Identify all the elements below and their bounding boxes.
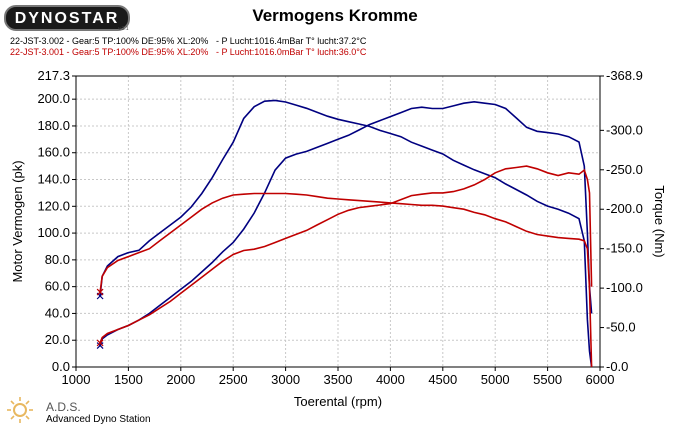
- y2-tick-label: -200.0: [606, 201, 643, 216]
- x-tick-label: 4000: [376, 372, 405, 387]
- x-tick-label: 5500: [533, 372, 562, 387]
- y2-tick-label: -0.0: [606, 359, 628, 374]
- run2-torque-line: [99, 192, 593, 368]
- y-tick-label: 180.0: [37, 118, 70, 133]
- ads-logo-icon: [7, 397, 33, 423]
- y-tick-label: 140.0: [37, 172, 70, 187]
- ads-title: A.D.S.: [46, 400, 81, 414]
- dynostar-logo: DYNOSTAR: [4, 5, 130, 31]
- y-tick-label: 217.3: [37, 68, 70, 83]
- y2-tick-label: -300.0: [606, 122, 643, 137]
- y-tick-label: 40.0: [45, 305, 70, 320]
- run-info-2: 22-JST-3.001 - Gear:5 TP:100% DE:95% XL:…: [10, 47, 367, 57]
- y-tick-label: 100.0: [37, 225, 70, 240]
- y2-tick-label: -50.0: [606, 320, 636, 335]
- x-tick-label: 6000: [586, 372, 615, 387]
- y-tick-label: 0.0: [52, 359, 70, 374]
- ads-subtitle: Advanced Dyno Station: [46, 414, 151, 425]
- y2-tick-label: -368.9: [606, 68, 643, 83]
- x-tick-label: 3000: [271, 372, 300, 387]
- x-tick-label: 5000: [481, 372, 510, 387]
- run1-torque-line: [99, 99, 593, 368]
- y-tick-label: 160.0: [37, 145, 70, 160]
- x-axis-label: Toerental (rpm): [294, 394, 382, 409]
- run2-power-start-marker: [96, 339, 104, 347]
- y-tick-label: 20.0: [45, 332, 70, 347]
- x-tick-label: 1000: [62, 372, 91, 387]
- x-tick-label: 2500: [219, 372, 248, 387]
- y-axis-label: Motor Vermogen (pk): [10, 160, 25, 282]
- logo-text: DYNOSTAR: [14, 10, 120, 27]
- run2-torque-start-marker: [96, 288, 104, 296]
- y-tick-label: 120.0: [37, 198, 70, 213]
- y2-tick-label: -150.0: [606, 241, 643, 256]
- x-tick-label: 3500: [324, 372, 353, 387]
- logo-version: v.3.1: [118, 26, 129, 32]
- x-tick-label: 1500: [114, 372, 143, 387]
- chart-title: Vermogens Kromme: [252, 6, 418, 25]
- run2-power-line: [99, 165, 593, 344]
- y2-axis-label: Torque (Nm): [652, 185, 667, 257]
- x-tick-label: 4500: [428, 372, 457, 387]
- y-tick-label: 200.0: [37, 91, 70, 106]
- run1-power-start-marker: [96, 342, 104, 349]
- y-tick-label: 80.0: [45, 252, 70, 267]
- run1-power-line: [99, 100, 593, 346]
- x-tick-label: 2000: [166, 372, 195, 387]
- run-info-1: 22-JST-3.002 - Gear:5 TP:100% DE:95% XL:…: [10, 36, 367, 46]
- y2-tick-label: -100.0: [606, 280, 643, 295]
- y-tick-label: 60.0: [45, 279, 70, 294]
- y2-tick-label: -250.0: [606, 162, 643, 177]
